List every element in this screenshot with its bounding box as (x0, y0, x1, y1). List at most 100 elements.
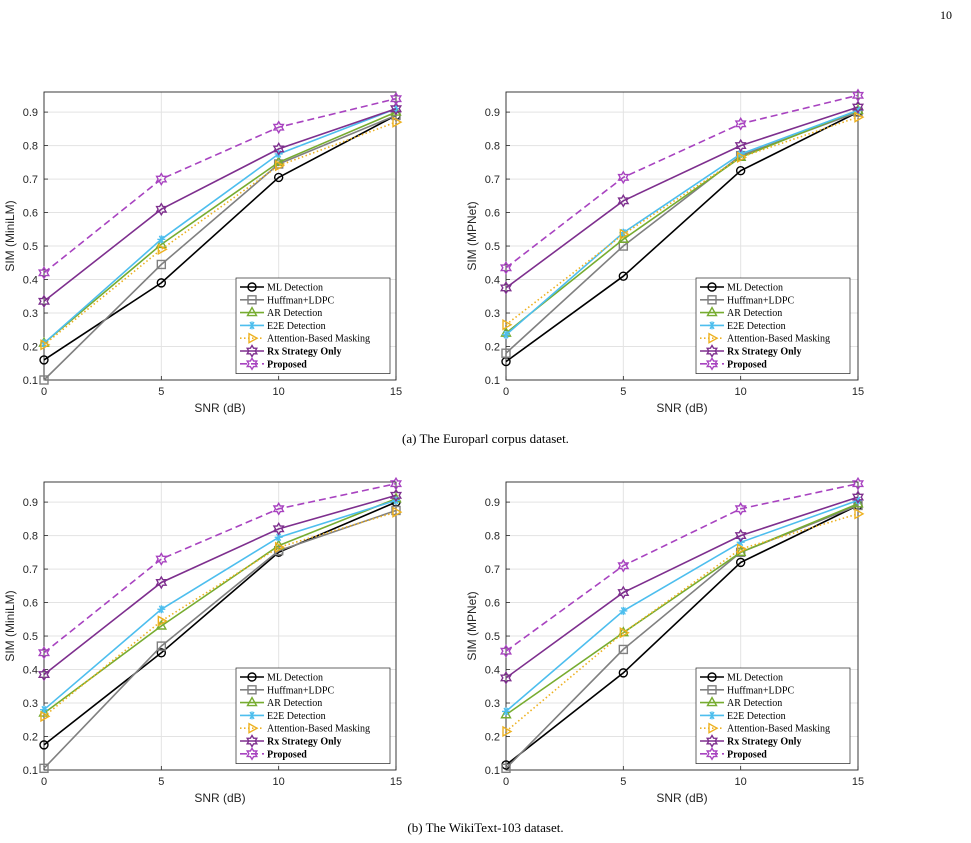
chart1-legend-marker-ml-detection (247, 282, 257, 292)
chart4-point-ml-detection (735, 557, 746, 568)
chart3-ytick-label: 0.2 (23, 732, 38, 744)
chart3-ytick-label: 0.9 (23, 497, 38, 509)
chart4-point-rx-strategy-only (734, 528, 747, 543)
chart3-point-attention-based-masking (157, 615, 168, 627)
chart4-ytick-label: 0.3 (485, 698, 500, 710)
chart3-ytick-label: 0.5 (23, 631, 38, 643)
chart3-ytick-label: 0.8 (23, 531, 38, 543)
chart1-legend-label-e2e-detection: E2E Detection (267, 321, 326, 332)
page-number: 10 (940, 8, 952, 22)
chart2-point-rx-strategy-only (734, 138, 747, 153)
chart2-legend-label-huffman-ldpc: Huffman+LDPC (727, 295, 794, 306)
chart4-legend-marker-ml-detection (707, 672, 717, 682)
chart3-legend-label-proposed: Proposed (267, 749, 307, 760)
chart3-point-e2e-detection (40, 705, 48, 714)
chart2-point-ml-detection (618, 271, 629, 281)
chart3-point-ml-detection (39, 740, 49, 750)
chart2-line-ar-detection (505, 109, 859, 334)
chart2-point-e2e-detection (502, 330, 510, 339)
chart1-legend-marker-rx-strategy-only (245, 344, 259, 358)
chart4: 0 5 10 15 0.1 0.2 0.3 0.4 0.5 0.6 0.7 0.8 0.9 SNR (dB… (465, 476, 865, 805)
chart3-ytick-label: 0.6 (23, 598, 38, 610)
chart2-legend-label-proposed: Proposed (727, 359, 767, 370)
chart4-legend-label-proposed: Proposed (727, 749, 767, 760)
chart1-point-rx-strategy-only (37, 294, 51, 309)
chart3-series-attention-based-masking (40, 506, 403, 723)
chart4-point-ar-detection (500, 708, 512, 719)
chart3-legend-label-ar-detection: AR Detection (267, 698, 322, 709)
chart2-point-ml-detection (735, 165, 746, 176)
chart1-ytick-label: 0.6 (23, 208, 38, 220)
chart4-point-attention-based-masking (619, 627, 630, 639)
chart2-ylabel: SIM (MPNet) (465, 201, 479, 270)
chart2-xtick-label: 15 (852, 386, 864, 398)
chart2-ytick-label: 0.1 (485, 375, 500, 387)
chart4-legend-label-ml-detection: ML Detection (727, 673, 783, 684)
chart3-point-rx-strategy-only (37, 667, 51, 682)
chart2-point-attention-based-masking (619, 228, 630, 241)
chart1-point-proposed (272, 120, 285, 135)
chart4-point-proposed (734, 501, 747, 516)
chart1-legend-label-ar-detection: AR Detection (267, 308, 322, 319)
chart4-point-attention-based-masking (736, 543, 748, 555)
chart3-line-rx-strategy-only (43, 494, 397, 676)
chart4-legend-marker-proposed (705, 746, 719, 761)
chart4-legend-label-rx-strategy-only: Rx Strategy Only (727, 737, 801, 748)
chart1-line-huffman-ldpc (43, 114, 397, 381)
chart4-xtick-label: 10 (735, 776, 747, 788)
chart1-point-attention-based-masking (40, 339, 51, 351)
chart3-xtick-label: 5 (158, 776, 164, 788)
chart3-ytick-label: 0.1 (23, 765, 38, 777)
chart4-xtick-label: 15 (852, 776, 864, 788)
chart3: 0 5 10 15 0.1 0.2 0.3 0.4 0.5 0.6 0.7 0.8 0.9 SNR (dB… (3, 476, 403, 805)
chart4-ytick-label: 0.9 (485, 497, 500, 509)
chart2-point-proposed (499, 260, 513, 275)
chart1-ylabel: SIM (MiniLM) (3, 200, 17, 271)
chart1-point-ml-detection (156, 278, 167, 288)
chart2-ytick-label: 0.7 (485, 174, 500, 186)
chart4-point-attention-based-masking (502, 725, 513, 738)
chart4-point-attention-based-masking (854, 508, 865, 520)
chart1-line-e2e-detection (43, 107, 397, 344)
chart3-line-e2e-detection (43, 499, 397, 711)
chart2-xtick-label: 5 (620, 386, 626, 398)
chart3-legend-label-ml-detection: ML Detection (267, 673, 323, 684)
chart2-ytick-label: 0.6 (485, 208, 500, 220)
chart2-point-proposed (734, 116, 747, 131)
chart2-legend-label-attention-based-masking: Attention-Based Masking (727, 334, 830, 345)
chart4-line-ar-detection (505, 503, 859, 716)
chart4-point-ar-detection (852, 497, 864, 508)
chart1-point-proposed (37, 265, 51, 280)
chart3-ytick-label: 0.4 (23, 665, 38, 677)
chart2-ytick-label: 0.4 (485, 275, 500, 287)
chart1-point-ml-detection (273, 172, 284, 183)
chart2-line-proposed (505, 94, 859, 269)
chart4-legend-marker-attention-based-masking (708, 722, 719, 734)
chart1-ytick-label: 0.8 (23, 141, 38, 153)
chart2-legend-marker-proposed (705, 356, 719, 371)
chart2: 0 5 10 15 0.1 0.2 0.3 0.4 0.5 0.6 0.7 0.8 0.9 SNR (dB… (465, 88, 865, 415)
chart4-point-ml-detection (618, 668, 629, 678)
chart4-series-proposed (499, 476, 865, 658)
chart4-xlabel: SNR (dB) (656, 791, 707, 805)
chart2-line-ml-detection (505, 111, 859, 363)
chart3-legend-label-huffman-ldpc: Huffman+LDPC (267, 685, 334, 696)
chart1-point-proposed (155, 172, 168, 187)
chart3-point-rx-strategy-only (155, 575, 168, 590)
chart4-ylabel: SIM (MPNet) (465, 591, 479, 660)
chart2-point-proposed (617, 170, 630, 185)
chart2-point-attention-based-masking (502, 319, 513, 331)
chart4-legend-marker-huffman-ldpc (707, 685, 717, 695)
chart1-line-rx-strategy-only (43, 107, 397, 302)
chart3-legend-marker-ar-detection (246, 696, 258, 707)
chart3-line-attention-based-masking (43, 511, 397, 718)
chart3-point-rx-strategy-only (272, 522, 285, 536)
chart1-legend-label-ml-detection: ML Detection (267, 283, 323, 294)
chart1-legend-marker-e2e-detection (248, 321, 256, 330)
chart3-point-e2e-detection (157, 605, 166, 614)
chart4-point-e2e-detection (619, 606, 628, 615)
chart4-point-proposed (499, 644, 513, 658)
